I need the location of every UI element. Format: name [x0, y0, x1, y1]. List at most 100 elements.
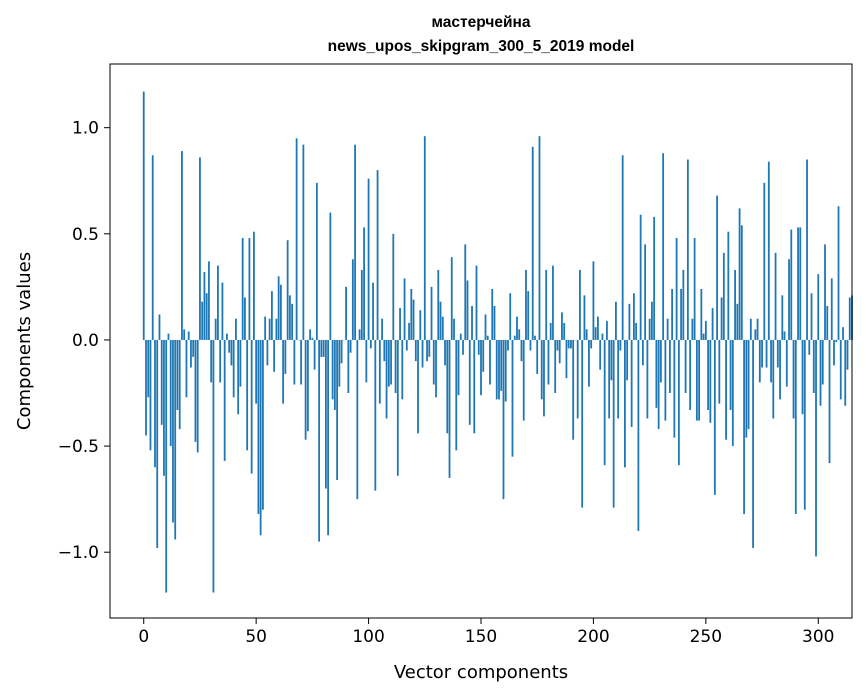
y-axis-ticks: −1.0 −0.5 0.0 0.5 1.0 — [58, 119, 110, 563]
bar-component-143 — [464, 244, 467, 340]
bar-component-53 — [262, 339, 264, 510]
bar-component-9 — [163, 339, 165, 476]
bar-component-203 — [599, 339, 602, 370]
bar-component-142 — [462, 339, 464, 355]
bar-component-189 — [567, 339, 570, 349]
bar-component-55 — [266, 339, 269, 366]
bar-component-113 — [396, 339, 399, 476]
bar-component-37 — [226, 333, 228, 340]
bar-component-64 — [286, 240, 289, 340]
bar-component-259 — [725, 339, 727, 440]
bar-component-39 — [230, 339, 233, 366]
bar-component-6 — [156, 339, 159, 548]
bar-component-268 — [745, 339, 748, 438]
bar-component-105 — [378, 339, 381, 404]
bar-component-36 — [223, 339, 226, 461]
bar-component-298 — [812, 339, 815, 394]
bar-component-274 — [758, 339, 761, 383]
bar-component-78 — [318, 339, 321, 542]
bar-component-133 — [441, 316, 444, 340]
bar-component-129 — [432, 339, 435, 385]
bar-component-289 — [792, 339, 795, 419]
bar-component-67 — [293, 339, 296, 385]
x-axis-label: Vector components — [394, 662, 568, 683]
bar-component-171 — [527, 291, 530, 340]
bar-component-150 — [480, 339, 482, 396]
bar-component-254 — [713, 339, 716, 495]
bar-component-258 — [722, 252, 725, 340]
bar-component-246 — [695, 339, 698, 421]
y-tick-label-3: 0.5 — [72, 225, 99, 245]
bar-component-79 — [320, 339, 323, 357]
bar-component-32 — [214, 318, 217, 340]
bar-component-106 — [381, 318, 383, 340]
bar-component-197 — [585, 329, 588, 340]
bar-component-219 — [635, 322, 638, 340]
bar-component-177 — [540, 339, 543, 400]
bar-component-118 — [408, 322, 410, 340]
bar-component-123 — [419, 310, 422, 340]
bar-component-250 — [704, 320, 707, 340]
bar-component-183 — [554, 339, 557, 394]
bar-component-131 — [437, 269, 440, 340]
bar-component-20 — [187, 331, 190, 340]
bar-component-19 — [185, 339, 188, 398]
bar-component-162 — [507, 339, 509, 351]
bar-component-229 — [657, 339, 660, 430]
bar-component-108 — [385, 339, 388, 419]
bar-component-34 — [219, 339, 222, 383]
y-tick-label-1: −0.5 — [58, 437, 99, 457]
bar-component-264 — [736, 303, 739, 340]
bar-component-110 — [390, 339, 392, 385]
bar-component-161 — [504, 339, 507, 402]
bar-component-234 — [668, 339, 671, 394]
bar-component-313 — [846, 339, 849, 370]
bar-component-2 — [147, 339, 150, 398]
bar-component-159 — [500, 339, 503, 391]
bar-component-294 — [803, 339, 806, 510]
bar-component-245 — [693, 238, 696, 340]
chart-title-line-2: news_upos_skipgram_300_5_2019 model — [328, 38, 635, 55]
bar-component-210 — [615, 301, 617, 340]
bar-component-223 — [644, 244, 647, 340]
bar-component-44 — [241, 238, 244, 340]
bar-component-301 — [819, 339, 822, 406]
bar-component-117 — [405, 339, 408, 351]
bar-component-57 — [270, 291, 273, 340]
bar-component-181 — [549, 322, 552, 340]
bar-component-300 — [817, 274, 820, 340]
bar-component-176 — [538, 136, 541, 340]
bar-component-187 — [563, 322, 566, 340]
bar-component-101 — [369, 339, 372, 349]
bar-component-114 — [399, 308, 401, 340]
bar-component-155 — [491, 289, 494, 340]
bar-component-116 — [403, 278, 406, 340]
bar-component-104 — [376, 170, 379, 340]
bar-component-260 — [727, 231, 730, 340]
bar-component-247 — [698, 339, 700, 421]
bar-component-82 — [327, 339, 329, 536]
bar-component-286 — [785, 339, 788, 387]
bar-component-92 — [349, 339, 352, 353]
bar-component-68 — [295, 138, 298, 340]
bar-component-237 — [675, 238, 678, 340]
bar-component-14 — [174, 339, 177, 540]
bar-component-169 — [522, 339, 525, 421]
bar-component-103 — [374, 339, 377, 491]
bar-component-314 — [848, 297, 851, 340]
bar-component-255 — [716, 195, 718, 340]
y-axis-label: Components values — [14, 252, 35, 430]
bar-component-195 — [581, 339, 584, 508]
bar-component-136 — [448, 339, 451, 478]
bar-component-45 — [244, 297, 246, 340]
bar-component-48 — [250, 339, 253, 474]
bar-component-85 — [333, 339, 336, 410]
bar-component-253 — [711, 308, 714, 340]
bar-component-235 — [671, 289, 674, 340]
bar-component-249 — [702, 333, 705, 340]
bar-component-156 — [493, 305, 496, 340]
bar-component-273 — [756, 318, 759, 340]
bar-component-153 — [486, 335, 489, 340]
bar-component-63 — [284, 339, 287, 374]
bar-component-231 — [662, 153, 665, 340]
